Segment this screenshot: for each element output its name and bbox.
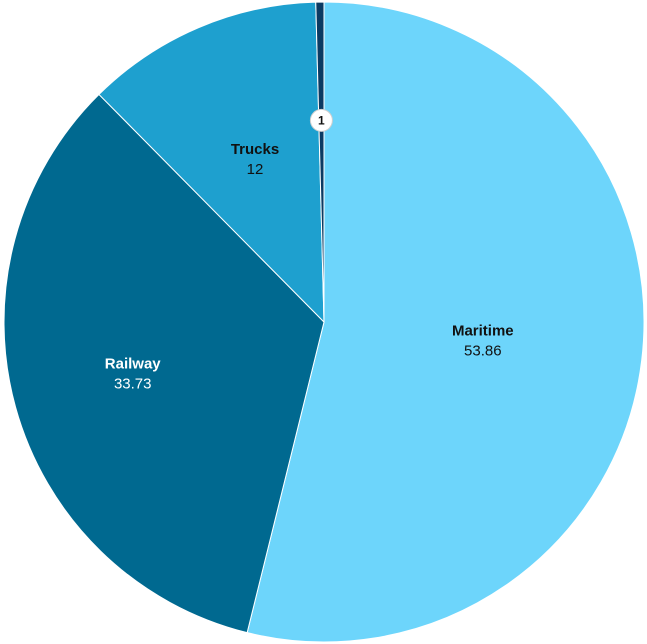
slice-label-maritime: Maritime: [452, 322, 514, 339]
slice-value-railway: 33.73: [114, 376, 152, 393]
slice-annotation-text: 1: [318, 113, 325, 127]
slice-label-railway: Railway: [105, 356, 162, 373]
pie-labels: Maritime 53.86 Railway 33.73 Trucks 12: [105, 141, 514, 393]
slice-value-maritime: 53.86: [464, 342, 502, 359]
pie-slices: [3, 1, 645, 643]
slice-label-trucks: Trucks: [231, 141, 279, 158]
pie-slice-railway: [3, 93, 325, 634]
pie-slice-other: [315, 1, 325, 323]
slice-annotation-badge: 1: [309, 108, 333, 132]
pie-slice-trucks: [98, 1, 325, 324]
slice-value-trucks: 12: [247, 161, 264, 178]
pie-slice-maritime: [246, 1, 645, 643]
